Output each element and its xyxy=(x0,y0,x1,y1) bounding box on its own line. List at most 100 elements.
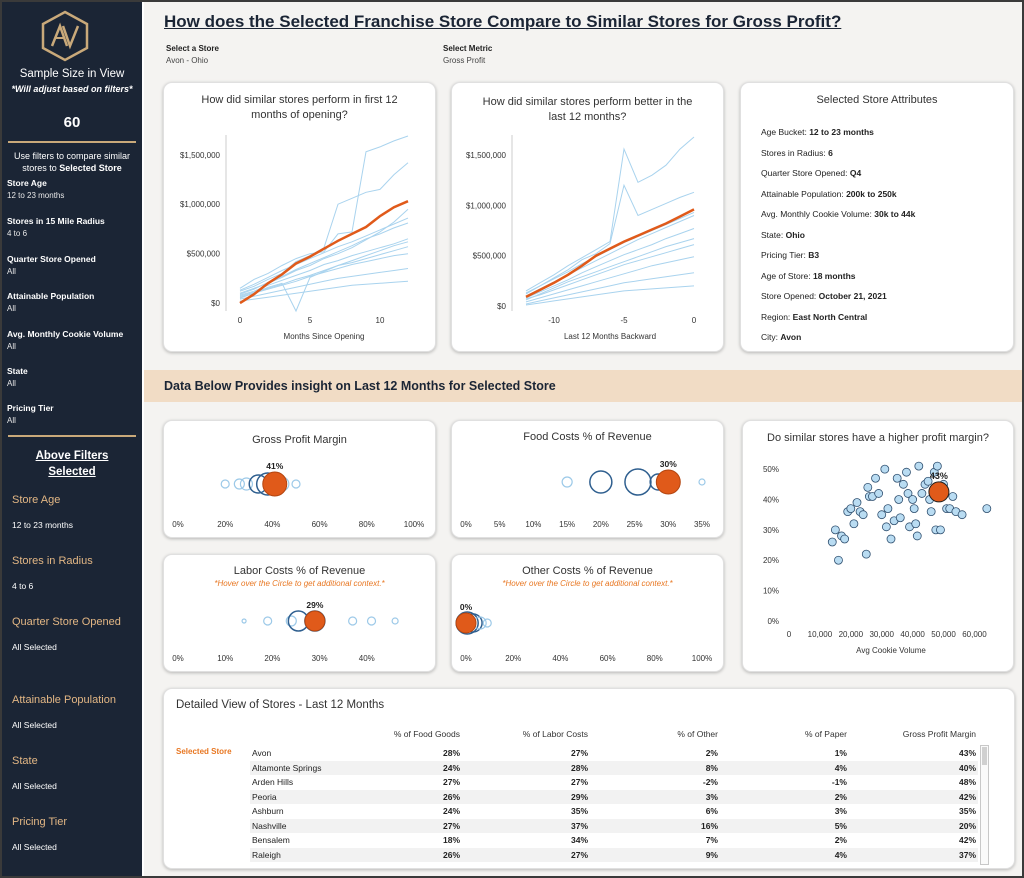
similar-store-line xyxy=(525,136,695,292)
filter-state[interactable]: State All xyxy=(7,366,137,388)
sidebar: Sample Size in View *Will adjust based o… xyxy=(2,2,142,876)
table-row[interactable]: Nashville 27% 37% 16% 5% 20% xyxy=(250,818,978,833)
filter-stores-in-radius[interactable]: Stores in 15 Mile Radius 4 to 6 xyxy=(7,216,137,238)
filter-cookie-volume[interactable]: Avg. Monthly Cookie Volume All xyxy=(7,329,137,351)
store-point xyxy=(908,495,918,504)
sample-size-title: Sample Size in View xyxy=(19,68,125,80)
store-bubble xyxy=(291,479,301,489)
labor-costs-chart[interactable]: 0% 10% 20% 30% 40% 29% xyxy=(164,555,437,673)
filter-label: Quarter Store Opened xyxy=(7,254,96,264)
table-row[interactable]: Raleigh 26% 27% 9% 4% 37% xyxy=(250,847,978,862)
selected-store-bubble xyxy=(304,610,326,632)
other-costs-title: Other Costs % of Revenue xyxy=(522,565,653,577)
similar-store-line xyxy=(525,285,695,306)
filter-pricing-tier[interactable]: Pricing Tier All xyxy=(7,403,137,425)
store-selector-value[interactable]: Avon - Ohio xyxy=(166,56,209,65)
table-cell: 42% xyxy=(958,791,976,802)
filter-help-prefix: Use filters to compare similar stores to xyxy=(13,151,131,173)
attribute-value: 18 months xyxy=(812,270,856,281)
filter-help-bold: Selected Store xyxy=(59,163,122,173)
table-cell: 27% xyxy=(442,777,460,787)
filter-attainable-population[interactable]: Attainable Population All xyxy=(7,291,137,313)
column-header[interactable]: % of Other xyxy=(677,729,718,739)
x-tick-label: 60,000 xyxy=(962,630,987,639)
table-row[interactable]: Peoria 26% 29% 3% 2% 42% xyxy=(250,789,978,804)
filter-help-text: Use filters to compare similar stores to… xyxy=(2,150,142,174)
table-cell: 24% xyxy=(442,762,460,773)
similar-store-line xyxy=(239,135,409,289)
table-row[interactable]: Altamonte Springs 24% 28% 8% 4% 40% xyxy=(250,760,978,775)
x-tick-label: 20% xyxy=(505,654,521,663)
filter-value[interactable]: 4 to 6 xyxy=(7,229,28,238)
attribute-item: Quarter Store Opened: Q4 xyxy=(761,168,861,178)
last-12-months-title: How did similar stores perform better in… xyxy=(482,96,693,123)
last-12-months-card: How did similar stores perform better in… xyxy=(451,82,724,352)
y-tick-label: $1,000,000 xyxy=(180,200,221,209)
column-header[interactable]: % of Food Goods xyxy=(393,729,460,739)
y-tick-label: 40% xyxy=(763,496,779,505)
table-scrollbar[interactable] xyxy=(980,745,989,865)
store-bubble xyxy=(366,616,377,626)
table-cell: 2% xyxy=(834,835,847,845)
selected-store-bubble xyxy=(455,612,477,634)
selected-store-bubble xyxy=(262,471,288,497)
x-tick-label: 0% xyxy=(172,520,184,529)
x-tick-label: 10% xyxy=(217,654,233,663)
filter-value[interactable]: 12 to 23 months xyxy=(7,191,65,200)
store-point xyxy=(898,479,908,489)
table-row[interactable]: Arden Hills 27% 27% -2% -1% 48% xyxy=(250,775,978,790)
attribute-value: Ohio xyxy=(785,229,805,240)
filter-value[interactable]: All xyxy=(7,304,16,313)
x-axis-label: Avg Cookie Volume xyxy=(856,646,926,655)
store-point xyxy=(886,534,896,544)
similar-store-line xyxy=(239,268,409,300)
column-header[interactable]: % of Paper xyxy=(804,729,847,739)
filter-value[interactable]: All xyxy=(7,342,16,351)
metric-selector-value[interactable]: Gross Profit xyxy=(443,56,486,65)
y-tick-label: 0% xyxy=(767,617,779,626)
x-tick-label: 40% xyxy=(552,654,568,663)
table-row[interactable]: Avon 28% 27% 2% 1% 43% xyxy=(250,746,978,761)
store-point xyxy=(926,507,936,517)
filter-value[interactable]: All xyxy=(7,267,16,276)
x-tick-label: 25% xyxy=(627,520,643,529)
store-point xyxy=(902,467,911,477)
attribute-item: Store Opened: October 21, 2021 xyxy=(761,291,887,301)
filter-value[interactable]: All xyxy=(7,416,16,425)
store-bubble xyxy=(624,468,652,496)
table-scroll-thumb[interactable] xyxy=(982,747,987,765)
table-cell: 1% xyxy=(834,748,847,758)
filter-store-age[interactable]: Store Age 12 to 23 months xyxy=(7,178,137,200)
table-row[interactable]: Ashburn 24% 35% 6% 3% 35% xyxy=(250,804,978,819)
labor-costs-title: Labor Costs % of Revenue xyxy=(233,565,366,577)
metric-selector[interactable]: Select Metric Gross Profit xyxy=(443,44,492,65)
first-12-months-title: How did similar stores perform in first … xyxy=(201,94,398,121)
x-tick-label: 30% xyxy=(312,654,328,663)
filter-value[interactable]: All xyxy=(7,379,16,388)
x-tick-label: 60% xyxy=(600,654,616,663)
summary-label: Store Age xyxy=(12,494,61,506)
other-costs-chart[interactable]: 0% 20% 40% 60% 80% 100% 0% xyxy=(452,555,725,673)
x-tick-label: 40% xyxy=(359,654,375,663)
x-tick-label: 20% xyxy=(593,520,609,529)
profit-margin-scatter-card: Do similar stores have a higher profit m… xyxy=(742,420,1014,672)
summary-label: Attainable Population xyxy=(12,694,116,706)
column-header[interactable]: % of Labor Costs xyxy=(522,729,588,739)
table-cell: 27% xyxy=(570,849,588,860)
table-row[interactable]: Bensalem 18% 34% 7% 2% 42% xyxy=(250,833,978,848)
x-tick-label: 20,000 xyxy=(839,630,864,639)
profit-margin-scatter-chart[interactable]: 0% 10% 20% 30% 40% 50% 0 10,000 20,000 30,000 40,0… xyxy=(743,421,1015,673)
similar-store-line xyxy=(525,228,695,299)
x-tick-label: 80% xyxy=(359,520,375,529)
filter-quarter-opened[interactable]: Quarter Store Opened All xyxy=(7,254,137,276)
store-selector[interactable]: Select a Store Avon - Ohio xyxy=(166,44,219,65)
stores-detail-table-title: Detailed View of Stores - Last 12 Months xyxy=(176,699,385,711)
x-tick-label: -10 xyxy=(548,316,560,325)
selected-store-label: Selected Store xyxy=(176,747,232,756)
attribute-value: Avon xyxy=(780,332,802,342)
attribute-label: Avg. Monthly Cookie Volume: xyxy=(761,209,875,219)
similar-store-line xyxy=(525,272,695,305)
table-cell: 5% xyxy=(834,820,847,831)
similar-store-line xyxy=(525,211,695,294)
column-header[interactable]: Gross Profit Margin xyxy=(902,729,976,739)
